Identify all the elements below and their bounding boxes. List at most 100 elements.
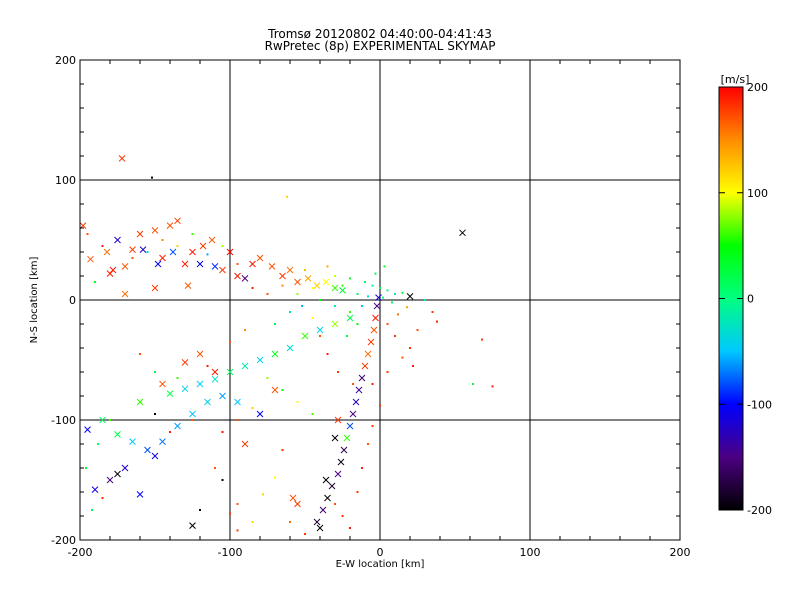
dot-marker-point [191,419,194,421]
x-marker-point [294,278,301,286]
dot-marker-point [371,425,374,427]
x-marker-point [151,227,159,234]
y-tick-label: -200 [51,534,76,547]
dot-marker-point [221,479,224,481]
x-marker-point [271,386,279,394]
x-marker-point [159,438,166,445]
dot-marker-point [349,311,351,313]
x-marker-point [144,446,151,454]
dot-marker-point [154,413,156,415]
x-marker-point [139,246,147,253]
dot-marker-point [319,299,321,301]
dot-marker-point [361,305,363,307]
dot-marker-point [346,335,348,337]
x-marker-point [84,426,91,433]
dot-marker-point [364,281,366,283]
x-marker-point [211,375,219,383]
x-marker-point [334,416,342,424]
dot-marker-point [281,284,284,287]
dot-marker-point [391,301,393,304]
dot-marker-point [386,323,389,325]
x-marker-point [136,230,144,238]
x-marker-point [358,374,366,382]
dot-marker-point [379,404,381,407]
x-marker-point [114,236,121,244]
dot-marker-point [161,239,164,241]
dot-marker-point [101,245,104,247]
dot-marker-point [371,383,374,385]
x-marker-point [279,272,286,280]
dot-marker-point [412,365,414,367]
x-marker-point [331,320,339,328]
x-marker-point [106,270,114,277]
dot-marker-point [251,287,254,289]
dot-marker-point [371,284,374,287]
dot-marker-point [251,521,254,523]
x-marker-point [241,362,249,370]
x-marker-point [349,410,357,418]
dot-marker-point [131,257,134,259]
x-marker-point [301,332,309,340]
chart-subtitle: RwPretec (8p) EXPERIMENTAL SKYMAP [264,39,496,53]
x-marker-point [159,380,166,388]
x-marker-point [226,368,234,376]
dot-marker-point [401,356,404,359]
dot-marker-point [367,443,369,445]
x-tick-label: 0 [377,546,384,559]
x-marker-point [316,326,324,334]
x-marker-point [331,284,339,292]
dot-marker-point [337,371,339,373]
dot-marker-point [431,311,434,313]
x-marker-point [118,155,126,162]
x-marker-point [256,254,264,262]
x-marker-point [271,350,279,358]
x-marker-point [234,398,241,406]
y-axis-label: N-S location [km] [29,257,40,344]
dot-marker-point [356,491,359,493]
x-axis-label: E-W location [km] [336,559,425,570]
dot-marker-point [101,497,104,499]
dot-marker-point [304,269,306,271]
x-marker-point [339,287,346,294]
dot-marker-point [379,287,381,289]
x-marker-point [319,506,327,514]
x-marker-point [313,282,321,289]
x-marker-point [304,275,312,282]
x-marker-point [286,266,294,274]
dot-marker-point [236,263,239,265]
x-marker-point [337,458,345,466]
x-marker-point [174,217,181,225]
x-marker-point [324,494,331,502]
dot-marker-point [289,311,291,313]
x-marker-point [181,385,189,393]
x-marker-point [313,518,321,526]
x-marker-point [159,254,166,262]
dot-marker-point [424,299,426,301]
x-marker-point [129,438,136,445]
chart-title: Tromsø 20120802 04:40:00-04:41:43 [268,27,492,41]
dot-marker-point [214,467,216,469]
dot-marker-point [191,233,194,235]
x-marker-point [373,302,381,310]
x-marker-point [114,431,121,438]
x-marker-point [174,422,181,430]
x-marker-point [234,272,241,280]
dot-marker-point [394,335,396,337]
x-marker-point [361,362,369,370]
dot-marker-point [236,529,239,532]
x-marker-point [219,266,226,274]
x-marker-point [375,294,382,301]
dot-marker-point [206,365,209,367]
x-marker-point [181,260,189,268]
x-tick-label: -100 [218,546,243,559]
x-marker-point [154,260,162,268]
dot-marker-point [86,233,89,235]
x-marker-point [367,338,375,346]
x-marker-point [169,248,177,256]
x-marker-point [121,464,129,472]
dot-marker-point [386,371,389,373]
dot-marker-point [397,313,399,316]
colorbar-unit: [m/s] [721,73,750,86]
x-marker-point [219,392,226,400]
dot-marker-point [374,272,377,275]
